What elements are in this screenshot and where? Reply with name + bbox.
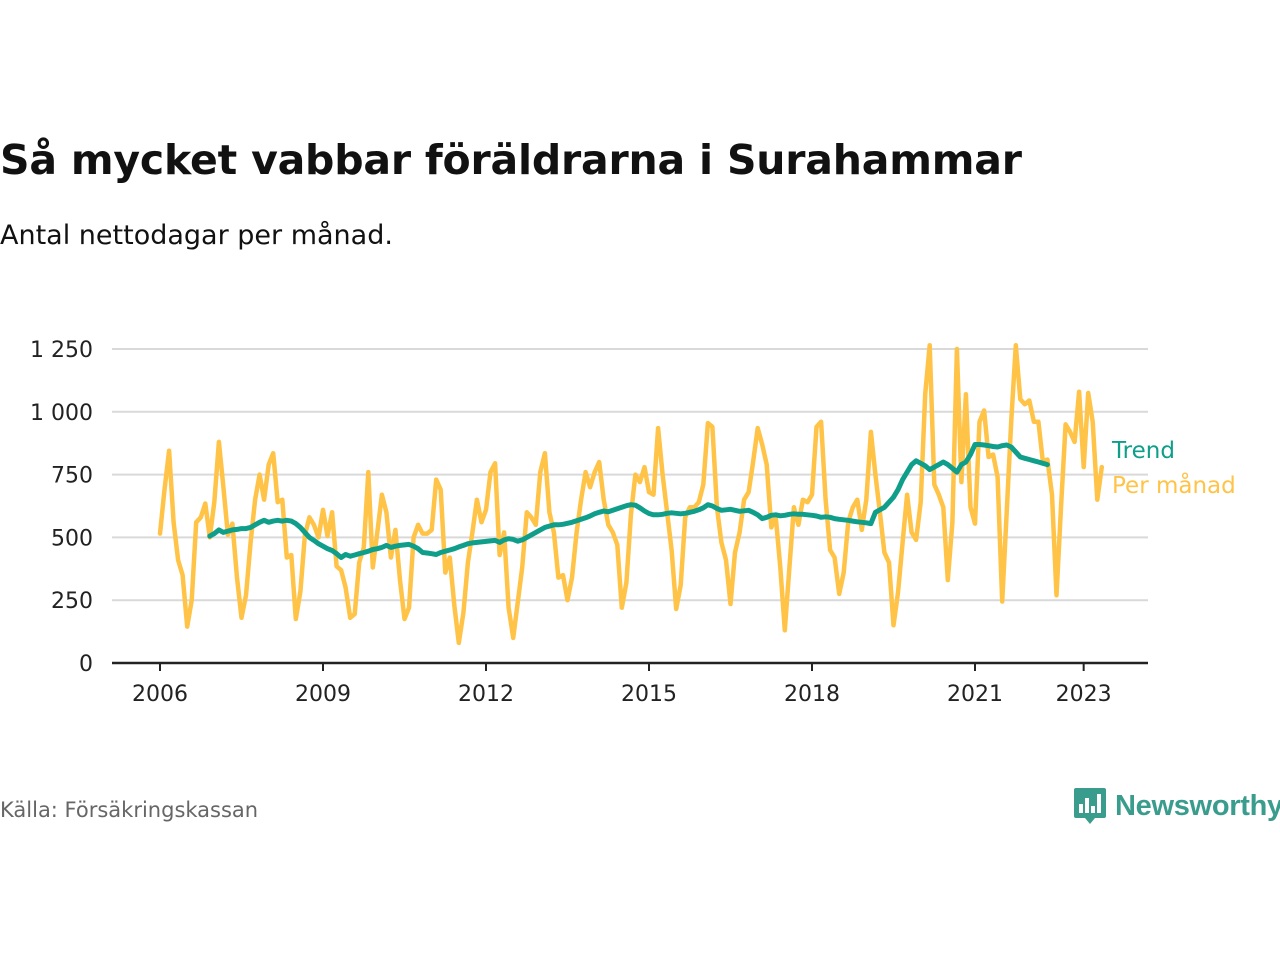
- monthly-line: [157, 342, 1105, 646]
- source-note: Källa: Försäkringskassan: [0, 798, 259, 822]
- x-tick-label: 2006: [132, 682, 188, 707]
- chart-title: Så mycket vabbar föräldrarna i Surahamma…: [0, 136, 1022, 184]
- y-tick-label: 750: [51, 464, 93, 489]
- x-tick-label: 2012: [458, 682, 514, 707]
- y-tick-label: 250: [51, 589, 93, 614]
- line-chart: 0 250 500 750 1 000 1 250 2006 2009 2012 2015 201…: [30, 338, 1236, 707]
- brand-logo[interactable]: Newsworthy: [1073, 786, 1280, 826]
- x-axis: 2006 2009 2012 2015 2018 2021 2023: [112, 661, 1148, 707]
- trend-line: [207, 442, 1050, 560]
- series-lines: [157, 342, 1105, 646]
- x-tick-label: 2021: [947, 682, 1003, 707]
- trend-line-label: Trend: [1111, 438, 1175, 464]
- x-tick-label: 2023: [1056, 682, 1112, 707]
- y-tick-label: 0: [79, 652, 93, 677]
- x-tick-label: 2015: [621, 682, 677, 707]
- newsworthy-logo-icon: [1074, 788, 1106, 824]
- chart-subtitle: Antal nettodagar per månad.: [0, 220, 393, 251]
- monthly-line-label: Per månad: [1112, 471, 1236, 499]
- y-tick-label: 1 000: [30, 401, 93, 426]
- y-tick-label: 500: [51, 526, 93, 551]
- series-labels: Per månad Trend: [1111, 438, 1236, 499]
- x-tick-label: 2009: [295, 682, 351, 707]
- y-tick-label: 1 250: [30, 338, 93, 363]
- y-axis: 0 250 500 750 1 000 1 250: [30, 338, 93, 677]
- brand-name: Newsworthy: [1115, 789, 1280, 822]
- x-tick-label: 2018: [784, 682, 840, 707]
